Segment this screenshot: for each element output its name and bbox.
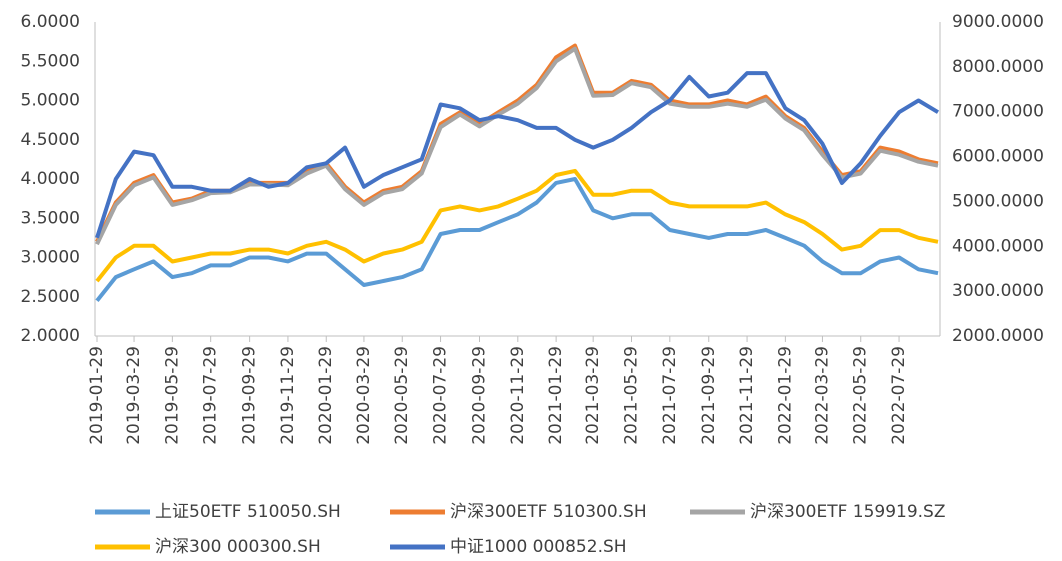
legend-label: 沪深300 000300.SH xyxy=(155,537,321,557)
y2-tick-label: 5000.0000 xyxy=(952,191,1044,211)
y2-tick-label: 7000.0000 xyxy=(952,102,1044,122)
legend-label: 上证50ETF 510050.SH xyxy=(155,502,341,522)
y2-tick-label: 6000.0000 xyxy=(952,147,1044,167)
x-tick-label: 2022-03-29 xyxy=(812,346,832,445)
y-tick-label: 2.5000 xyxy=(21,287,80,307)
y-tick-label: 2.0000 xyxy=(21,326,80,346)
x-tick-label: 2019-03-29 xyxy=(124,346,144,445)
x-tick-label: 2019-11-29 xyxy=(278,346,298,445)
y2-tick-label: 8000.0000 xyxy=(952,57,1044,77)
series-line xyxy=(95,168,939,283)
y2-tick-label: 3000.0000 xyxy=(952,281,1044,301)
x-tick-label: 2021-05-29 xyxy=(621,346,641,445)
y-tick-label: 4.0000 xyxy=(21,169,80,189)
x-tick-label: 2020-01-29 xyxy=(316,346,336,445)
x-tick-label: 2019-07-29 xyxy=(201,346,221,445)
x-tick-label: 2020-05-29 xyxy=(392,346,412,445)
x-tick-label: 2021-01-29 xyxy=(546,346,566,445)
y2-tick-label: 4000.0000 xyxy=(952,236,1044,256)
series-line xyxy=(95,71,940,239)
y-tick-label: 3.5000 xyxy=(21,208,80,228)
x-tick-label: 2022-01-29 xyxy=(775,346,795,445)
y-tick-label: 3.0000 xyxy=(21,248,80,268)
x-tick-label: 2020-07-29 xyxy=(431,346,451,445)
x-tick-label: 2021-11-29 xyxy=(737,346,757,445)
x-tick-label: 2020-09-29 xyxy=(470,346,490,445)
legend-label: 沪深300ETF 159919.SZ xyxy=(750,502,946,522)
x-tick-label: 2022-07-29 xyxy=(889,346,909,445)
x-tick-label: 2021-03-29 xyxy=(583,346,603,445)
x-tick-label: 2020-11-29 xyxy=(508,346,528,445)
y-tick-label: 6.0000 xyxy=(21,12,80,32)
x-tick-label: 2019-09-29 xyxy=(240,346,260,445)
x-tick-label: 2020-03-29 xyxy=(354,346,374,445)
y2-tick-label: 2000.0000 xyxy=(952,326,1044,346)
y2-tick-label: 9000.0000 xyxy=(952,12,1044,32)
series-line xyxy=(95,46,939,246)
series-line xyxy=(95,177,939,302)
y-tick-label: 5.0000 xyxy=(21,91,80,111)
x-tick-label: 2019-01-29 xyxy=(87,346,107,445)
legend-label: 中证1000 000852.SH xyxy=(450,537,627,557)
legend-label: 沪深300ETF 510300.SH xyxy=(450,502,647,522)
x-tick-label: 2019-05-29 xyxy=(162,346,182,445)
x-tick-label: 2021-07-29 xyxy=(660,346,680,445)
x-tick-label: 2022-05-29 xyxy=(851,346,871,445)
x-tick-label: 2021-09-29 xyxy=(699,346,719,445)
y-tick-label: 5.5000 xyxy=(21,51,80,71)
y-tick-label: 4.5000 xyxy=(21,130,80,150)
